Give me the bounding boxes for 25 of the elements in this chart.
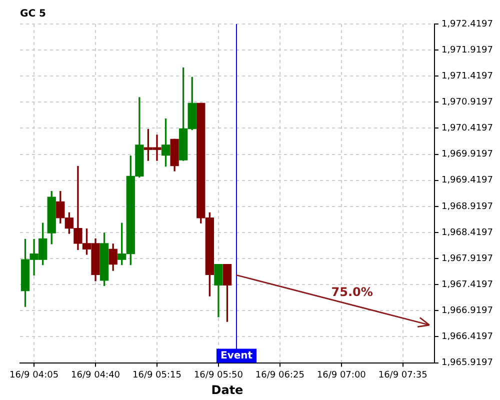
ref-line-label: Event	[220, 350, 253, 362]
y-tick-label: 1,970.9197	[441, 98, 493, 108]
chart-title: GC 5	[20, 8, 46, 20]
y-tick-label: 1,969.4197	[441, 176, 493, 186]
y-tick-label: 1,965.9197	[441, 358, 493, 368]
y-tick-label: 1,971.9197	[441, 45, 493, 56]
y-tick-label: 1,968.4197	[441, 228, 493, 238]
x-tick-label: 16/9 05:50	[194, 370, 244, 381]
y-tick-label: 1,969.9197	[441, 150, 493, 160]
y-tick-label: 1,966.4197	[441, 332, 493, 342]
y-tick-label: 1,966.9197	[441, 306, 493, 316]
y-tick-label: 1,972.4197	[441, 19, 493, 30]
x-tick-label: 16/9 05:15	[132, 370, 182, 381]
annotation: 75.0%	[331, 284, 373, 299]
x-tick-label: 16/9 07:00	[316, 370, 366, 381]
y-tick-label: 1,967.9197	[441, 254, 493, 264]
y-tick-label: 1,971.4197	[441, 71, 493, 82]
y-tick-label: 1,970.4197	[441, 124, 493, 134]
x-tick-label: 16/9 06:25	[255, 370, 304, 381]
x-axis-title: Date	[211, 382, 244, 397]
y-tick-label: 1,967.4197	[441, 280, 493, 290]
x-tick-label: 16/9 04:40	[71, 370, 120, 381]
x-tick-label: 16/9 07:35	[378, 370, 428, 381]
y-tick-label: 1,968.9197	[441, 202, 493, 212]
x-tick-label: 16/9 04:05	[10, 370, 59, 381]
